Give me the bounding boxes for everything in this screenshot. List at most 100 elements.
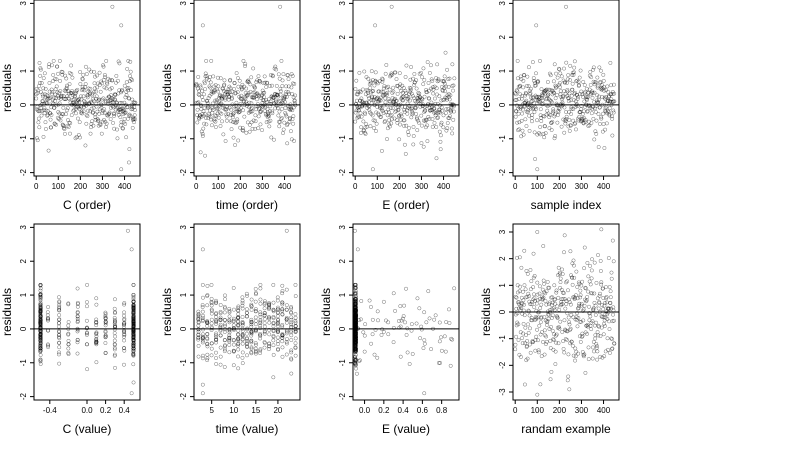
data-point	[113, 323, 118, 328]
data-point	[204, 122, 209, 127]
data-point	[209, 326, 214, 331]
data-point	[395, 91, 400, 96]
data-point	[425, 60, 430, 65]
data-point	[262, 340, 267, 345]
data-point	[598, 354, 603, 359]
data-point	[572, 263, 576, 268]
data-point	[43, 120, 48, 125]
data-point	[557, 272, 562, 277]
data-point	[513, 91, 518, 96]
data-point	[520, 128, 525, 133]
data-point	[122, 310, 127, 315]
x-tick-label: 15	[251, 406, 260, 415]
data-point	[597, 301, 602, 305]
data-point	[215, 75, 220, 80]
data-point	[424, 117, 429, 122]
y-tick-label: -1	[338, 135, 347, 143]
data-point	[271, 309, 276, 314]
y-axis-title: residuals	[160, 64, 174, 112]
data-point	[208, 114, 213, 119]
data-point	[57, 111, 62, 116]
data-point	[84, 332, 89, 337]
data-point	[83, 64, 88, 69]
data-point	[292, 81, 297, 86]
data-point	[51, 79, 55, 84]
data-point	[537, 291, 542, 296]
data-point	[357, 359, 361, 364]
data-point	[196, 323, 201, 328]
data-point	[267, 344, 272, 349]
data-point	[611, 259, 616, 264]
data-point	[554, 71, 559, 76]
data-point	[215, 111, 220, 116]
data-point	[436, 115, 440, 120]
data-point	[540, 102, 545, 107]
data-point	[586, 357, 591, 362]
data-point	[536, 348, 541, 353]
data-point	[260, 128, 264, 133]
data-point	[55, 64, 60, 69]
data-point	[380, 77, 385, 82]
data-point	[590, 95, 595, 100]
data-point	[610, 337, 615, 342]
data-point	[530, 112, 535, 117]
data-point	[240, 321, 245, 326]
data-point	[415, 128, 420, 133]
data-point	[46, 318, 50, 323]
plot-frame	[193, 0, 301, 177]
data-point	[244, 130, 249, 135]
data-point	[513, 294, 518, 299]
data-point	[280, 323, 285, 327]
data-point	[572, 275, 577, 280]
data-point	[43, 86, 48, 91]
data-point	[61, 112, 66, 117]
data-point	[104, 86, 109, 91]
data-point	[130, 78, 135, 83]
data-point	[244, 314, 249, 319]
data-point	[38, 323, 43, 328]
data-point	[47, 62, 52, 67]
data-point	[577, 75, 582, 80]
data-point	[565, 89, 570, 94]
data-point	[200, 23, 205, 28]
data-point	[411, 142, 416, 147]
data-point	[374, 121, 379, 126]
data-point	[293, 353, 298, 358]
data-point	[590, 291, 595, 296]
data-point	[550, 328, 555, 333]
data-point	[440, 108, 445, 113]
data-point	[267, 305, 272, 310]
data-point	[596, 97, 601, 102]
data-point	[385, 137, 389, 142]
data-point	[369, 69, 374, 74]
data-point	[568, 327, 572, 332]
data-point	[541, 339, 545, 344]
data-point	[57, 350, 61, 355]
data-point	[374, 129, 378, 133]
data-point	[125, 228, 130, 233]
data-point	[549, 369, 554, 374]
data-point	[81, 87, 85, 92]
data-point	[433, 109, 438, 114]
data-point	[131, 323, 136, 328]
data-point	[560, 272, 565, 276]
data-point	[89, 125, 93, 130]
data-point	[68, 121, 73, 126]
data-point	[236, 347, 241, 352]
data-point	[442, 334, 447, 339]
data-point	[103, 310, 108, 315]
data-point	[111, 105, 116, 110]
data-point	[573, 354, 578, 359]
data-point	[413, 111, 418, 116]
data-point	[57, 300, 62, 305]
data-point	[353, 360, 357, 365]
data-point	[452, 286, 457, 291]
data-point	[239, 105, 243, 110]
data-point	[245, 293, 250, 298]
data-point	[209, 282, 214, 287]
data-point	[216, 84, 221, 89]
data-point	[353, 306, 358, 311]
data-point	[414, 100, 419, 105]
data-point	[594, 342, 599, 346]
